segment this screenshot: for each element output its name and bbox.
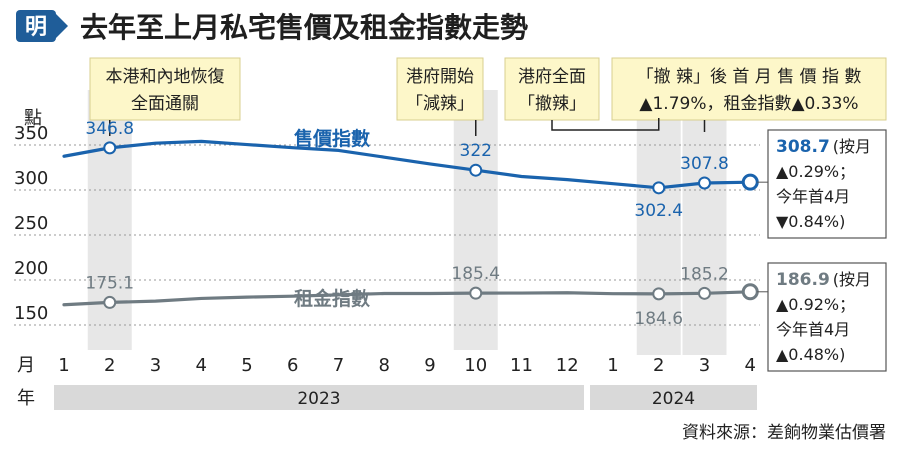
annotation-text: 「撤 辣」後 首 月 售 價 指 數 bbox=[637, 67, 862, 87]
callout-text: 今年首4月 bbox=[776, 187, 850, 206]
annotation-bg bbox=[396, 57, 484, 121]
x-tick-label: 6 bbox=[287, 355, 298, 376]
annotation-connector bbox=[551, 118, 660, 131]
annotation-text: ▲1.79%，租金指數▲0.33% bbox=[639, 94, 858, 114]
data-label: 184.6 bbox=[634, 309, 683, 329]
price-callout: 308.7 (按月 ▲0.29%； 今年首4月 ▼0.84%) bbox=[757, 129, 887, 239]
callouts: 308.7 (按月 ▲0.29%； 今年首4月 ▼0.84%) 186.9 (按月 ▲0.92… bbox=[757, 129, 887, 372]
y-tick-label: 350 bbox=[14, 123, 48, 144]
x-tick-label: 12 bbox=[556, 355, 579, 376]
callout-text: ▼0.84%) bbox=[776, 212, 845, 231]
x-tick-label: 3 bbox=[150, 355, 161, 376]
callout-text: ▲0.92%； bbox=[776, 295, 855, 314]
data-label: 346.8 bbox=[85, 119, 134, 139]
highlight-band bbox=[682, 90, 727, 355]
data-point-marker bbox=[652, 181, 666, 195]
x-tick-label: 4 bbox=[745, 355, 756, 376]
highlight-band bbox=[636, 90, 681, 355]
x-tick-label: 7 bbox=[333, 355, 344, 376]
data-label: 185.4 bbox=[451, 264, 500, 284]
data-label: 175.1 bbox=[85, 273, 134, 293]
annotation-text: 全面通關 bbox=[131, 94, 199, 114]
annotation-bg bbox=[89, 57, 241, 121]
x-tick-label: 2 bbox=[104, 355, 115, 376]
data-point-marker bbox=[469, 286, 483, 300]
annotation-box: 港府開始「減辣」 bbox=[396, 57, 484, 121]
data-labels: 346.8 322 302.4 307.8 175.1 185.4 184.6 185.2 bbox=[85, 119, 728, 329]
annotation-box: 「撤 辣」後 首 月 售 價 指 數 ▲1.79%，租金指數▲0.33% bbox=[611, 57, 887, 121]
rent-index-line bbox=[62, 290, 752, 307]
x-tick-label: 2 bbox=[653, 355, 664, 376]
logo-text: 明 bbox=[25, 15, 47, 40]
series-name: 租金指數 bbox=[294, 287, 370, 310]
annotation-box: 港府全面「撤辣」 bbox=[504, 57, 600, 121]
data-label: 185.2 bbox=[680, 264, 729, 284]
x-tick-label: 5 bbox=[241, 355, 252, 376]
y-tick-label: 300 bbox=[14, 168, 48, 189]
rent-callout: 186.9 (按月 ▲0.92%； 今年首4月 ▲0.48%) bbox=[757, 262, 887, 372]
year-axis-unit: 年 bbox=[17, 388, 35, 409]
chart-title: 去年至上月私宅售價及租金指數走勢 bbox=[80, 11, 528, 44]
annotation-text: 港府開始 bbox=[406, 67, 474, 87]
x-axis-unit: 月 bbox=[17, 355, 35, 376]
x-axis: 月 1 2 3 4 5 6 7 8 9 10 11 12 1 2 3 4年 2023 2024 bbox=[17, 355, 757, 410]
price-index-line bbox=[62, 139, 752, 190]
data-label: 307.8 bbox=[680, 154, 729, 174]
annotation-text: 本港和內地恢復 bbox=[106, 67, 225, 87]
series-markers bbox=[103, 141, 759, 309]
series-name: 售價指數 bbox=[293, 127, 370, 150]
source-note: 資料來源：差餉物業估價署 bbox=[682, 423, 886, 443]
data-label: 302.4 bbox=[634, 201, 683, 221]
callout-box bbox=[767, 262, 887, 372]
data-point-marker bbox=[103, 295, 117, 309]
year-label: 2024 bbox=[652, 389, 695, 409]
series-lines bbox=[62, 139, 752, 307]
annotation-text: 「撤辣」 bbox=[518, 94, 586, 114]
data-point-marker bbox=[741, 173, 759, 191]
x-tick-label: 4 bbox=[196, 355, 207, 376]
y-tick-label: 250 bbox=[14, 213, 48, 234]
y-tick-label: 200 bbox=[14, 258, 48, 279]
y-axis-unit: 點 bbox=[24, 108, 42, 129]
x-tick-label: 1 bbox=[58, 355, 69, 376]
data-point-marker bbox=[698, 176, 711, 190]
data-label: 322 bbox=[460, 141, 492, 161]
callout-text: ▲0.48%) bbox=[776, 345, 845, 364]
callout-text: ▲0.29%； bbox=[776, 162, 855, 181]
data-point-marker bbox=[469, 163, 483, 177]
y-tick-label: 150 bbox=[14, 303, 48, 324]
annotation-text: 港府全面 bbox=[518, 67, 586, 87]
callout-text: 今年首4月 bbox=[776, 320, 850, 339]
logo-badge bbox=[16, 10, 56, 42]
x-tick-label: 10 bbox=[464, 355, 487, 376]
callout-text: 308.7 (按月 bbox=[776, 137, 871, 157]
data-point-marker bbox=[698, 286, 711, 300]
x-tick-label: 9 bbox=[424, 355, 435, 376]
callout-text: 186.9 (按月 bbox=[776, 270, 871, 290]
x-tick-label: 1 bbox=[607, 355, 618, 376]
x-tick-label: 8 bbox=[379, 355, 390, 376]
header: 明 去年至上月私宅售價及租金指數走勢 bbox=[16, 10, 528, 44]
logo-arrow-icon bbox=[56, 14, 68, 38]
year-band bbox=[54, 385, 584, 410]
x-tick-label: 3 bbox=[699, 355, 710, 376]
data-point-marker bbox=[741, 283, 759, 301]
data-point-marker bbox=[103, 141, 117, 155]
annotation-text: 「減辣」 bbox=[406, 94, 474, 114]
year-label: 2023 bbox=[297, 389, 340, 409]
callout-box bbox=[767, 129, 887, 239]
year-band bbox=[590, 385, 757, 410]
annotation-bg bbox=[611, 57, 887, 121]
x-tick-label: 11 bbox=[510, 355, 533, 376]
data-point-marker bbox=[652, 287, 666, 301]
